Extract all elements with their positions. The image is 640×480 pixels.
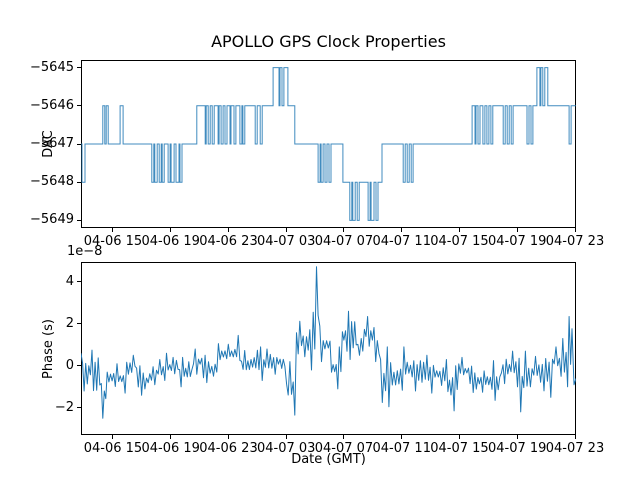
phase-noise-plot	[81, 262, 576, 435]
phase-line	[81, 266, 576, 419]
x-tick-mark	[228, 228, 229, 232]
x-tick-label: 04-07 11	[372, 234, 431, 249]
phase-offset-text: 1e−8	[67, 244, 103, 259]
phase-axis-label: Phase (s)	[41, 319, 56, 379]
y-tick-label: 2	[65, 315, 74, 331]
x-tick-mark	[170, 228, 172, 232]
y-tick-mark	[77, 181, 81, 183]
y-tick-label: −5647	[30, 136, 74, 151]
x-tick-label: 04-06 19	[141, 234, 200, 249]
y-tick-label: 4	[65, 273, 74, 289]
y-tick-mark	[77, 143, 81, 145]
y-tick-mark	[77, 105, 81, 107]
x-tick-label: 04-07 11	[372, 441, 431, 456]
x-tick-label: 04-06 23	[199, 234, 258, 249]
x-tick-mark	[401, 435, 403, 439]
y-tick-mark	[77, 219, 81, 221]
x-tick-label: 04-07 03	[256, 441, 316, 456]
x-tick-label: 04-07 23	[545, 234, 605, 249]
dac-step-line	[81, 67, 576, 221]
x-tick-label: 04-07 19	[488, 441, 547, 456]
y-tick-mark	[77, 281, 81, 283]
x-tick-label: 04-07 23	[545, 441, 605, 456]
x-tick-label: 04-07 15	[430, 234, 489, 249]
y-tick-label: −5646	[30, 97, 74, 113]
y-tick-label: −5648	[30, 174, 74, 190]
figure-title: APOLLO GPS Clock Properties	[211, 32, 446, 51]
dac-step-plot	[81, 60, 576, 228]
x-tick-mark	[516, 228, 518, 232]
x-tick-mark	[228, 435, 229, 439]
y-tick-label: −5645	[30, 59, 74, 75]
x-tick-mark	[458, 228, 460, 232]
x-tick-mark	[574, 228, 576, 232]
x-tick-label: 04-06 23	[199, 441, 258, 456]
y-tick-label: −5649	[30, 212, 74, 228]
x-tick-mark	[112, 228, 114, 232]
y-tick-mark	[77, 407, 81, 409]
date-axis-label: Date (GMT)	[291, 452, 366, 467]
x-tick-mark	[343, 228, 345, 232]
x-tick-label: 04-06 15	[83, 234, 143, 249]
y-tick-mark	[77, 365, 81, 367]
y-tick-label: −2	[54, 399, 74, 415]
x-tick-mark	[112, 435, 114, 439]
x-tick-label: 04-06 19	[141, 441, 200, 456]
x-tick-mark	[458, 435, 460, 439]
x-tick-label: 04-07 07	[314, 441, 374, 456]
x-tick-label: 04-07 07	[314, 234, 374, 249]
y-tick-mark	[77, 323, 81, 325]
x-tick-label: 04-07 15	[430, 441, 489, 456]
x-tick-mark	[516, 435, 518, 439]
x-tick-label: 04-07 03	[256, 234, 316, 249]
x-tick-mark	[285, 228, 287, 232]
y-tick-label: 0	[65, 357, 74, 373]
x-tick-mark	[285, 435, 287, 439]
y-tick-mark	[77, 67, 81, 69]
x-tick-mark	[401, 228, 403, 232]
x-tick-mark	[574, 435, 576, 439]
x-tick-label: 04-06 15	[83, 441, 143, 456]
x-tick-label: 04-07 19	[488, 234, 547, 249]
x-tick-mark	[170, 435, 172, 439]
x-tick-mark	[343, 435, 345, 439]
